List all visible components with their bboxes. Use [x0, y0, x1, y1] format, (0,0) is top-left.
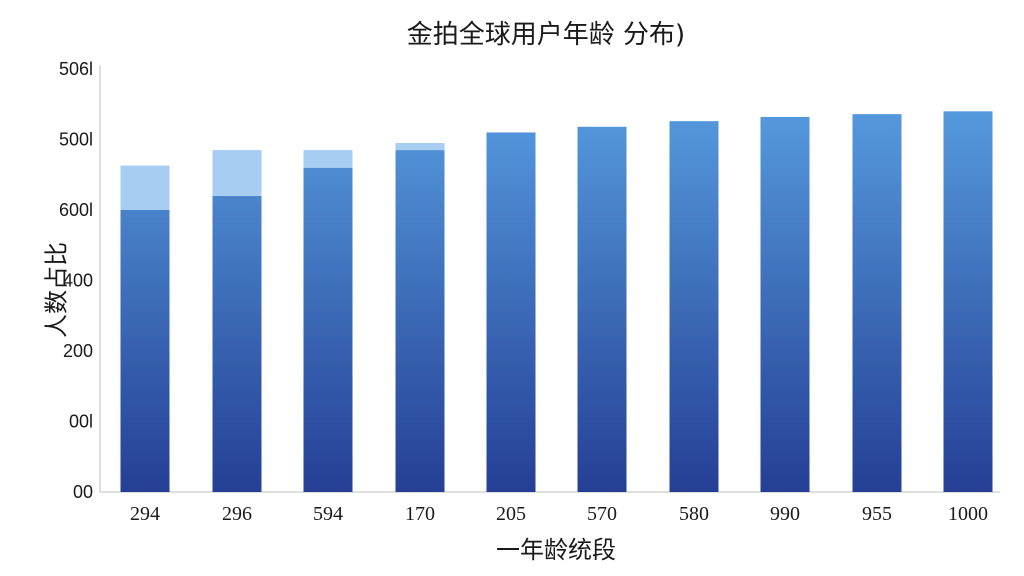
bar-main	[212, 195, 262, 492]
y-tick-label: 400	[63, 271, 93, 291]
bar-main	[577, 126, 627, 492]
bar-main	[943, 111, 993, 493]
x-tick-label: 170	[405, 503, 435, 525]
x-axis-label: 一年龄统段	[496, 536, 616, 564]
y-tick-label: 00l	[69, 412, 93, 432]
bar-main	[486, 132, 536, 492]
x-tick-label: 205	[496, 503, 526, 525]
x-tick-label: 570	[587, 503, 617, 525]
bar-main	[760, 116, 810, 492]
y-tick-label: 500l	[59, 130, 93, 150]
x-tick-label: 580	[679, 503, 709, 525]
y-tick-label: 506l	[59, 59, 93, 79]
bar-main	[303, 167, 353, 492]
bar-overlay	[303, 150, 353, 168]
x-tick-label: 594	[313, 503, 343, 525]
x-tick-label: 1000	[948, 503, 988, 525]
x-tick-label: 296	[222, 503, 252, 525]
bar-overlay	[212, 150, 262, 196]
x-tick-label: 294	[130, 503, 160, 525]
x-tick-label: 955	[862, 503, 892, 525]
bar-main	[395, 150, 445, 492]
bar-main	[669, 121, 719, 493]
bar-overlay	[395, 143, 445, 151]
bar-overlay	[120, 165, 170, 210]
y-tick-label: 00	[73, 482, 93, 502]
x-tick-label: 990	[770, 503, 800, 525]
bar-main	[852, 114, 902, 493]
chart-title: 金拍全球用户年龄 分布)	[406, 20, 686, 50]
y-tick-label: 200	[63, 341, 93, 361]
bar-main	[120, 210, 170, 492]
y-tick-label: 600l	[59, 200, 93, 220]
